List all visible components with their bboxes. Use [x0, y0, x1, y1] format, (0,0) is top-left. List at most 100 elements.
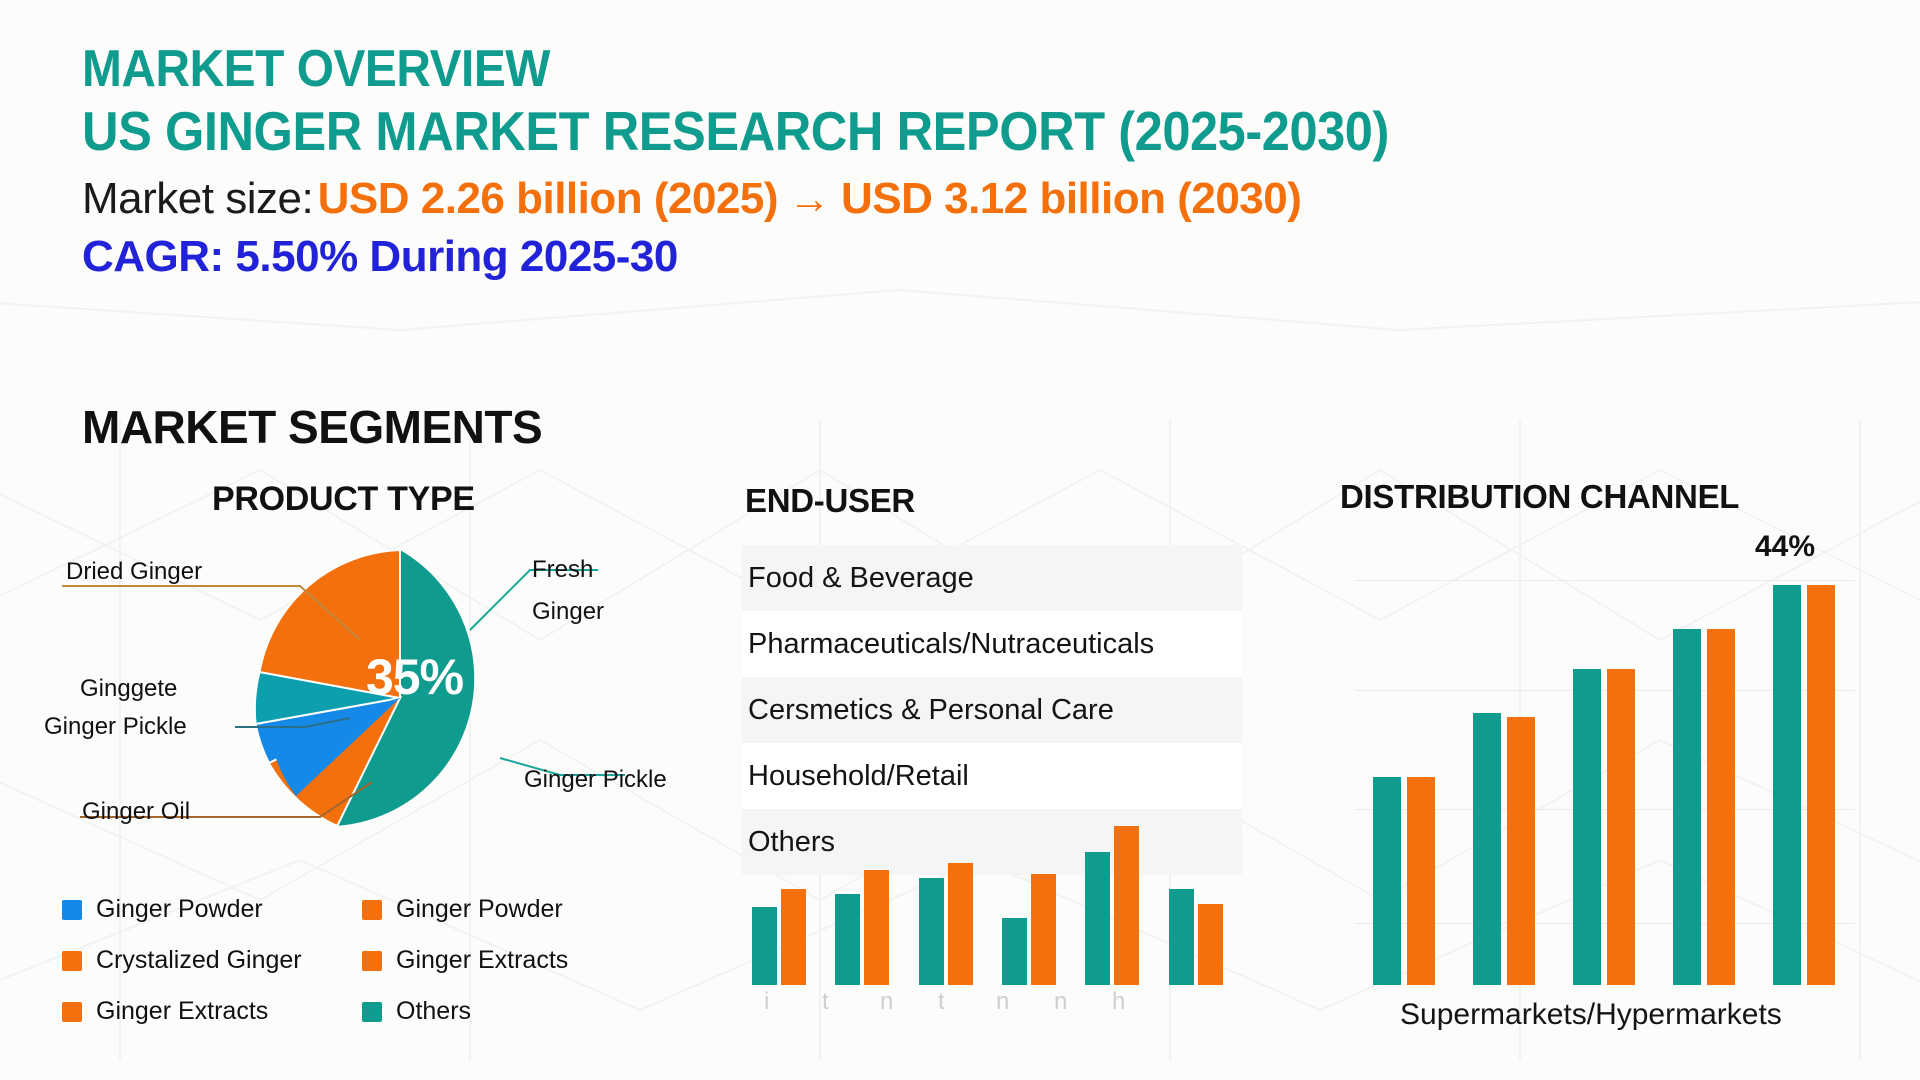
bar: [1197, 903, 1223, 985]
end-user-list: Food & Beverage Pharmaceuticals/Nutraceut…: [742, 545, 1242, 875]
bar: [1607, 669, 1635, 985]
bar-group: [918, 862, 973, 985]
overview-title: MARKET OVERVIEW: [82, 40, 551, 98]
market-size-line: Market size: USD 2.26 billion (2025) → U…: [82, 174, 1872, 224]
distribution-bar-chart: [1355, 545, 1855, 985]
axis-tick-label: t: [938, 988, 945, 1015]
pie-legend-item: Crystalized Ginger: [62, 946, 362, 975]
legend-swatch-icon: [62, 950, 82, 971]
bar: [835, 894, 861, 985]
end-user-list-item: Others: [742, 809, 1242, 875]
end-user-title: END-USER: [745, 482, 915, 519]
market-size-end: USD 3.12 billion (2030): [840, 174, 1302, 223]
bar-group: [752, 888, 806, 985]
pie-legend-item: Ginger Powder: [62, 895, 362, 924]
market-size-label: Market size:: [82, 174, 314, 223]
distribution-highlight-percentage: 44%: [1755, 530, 1816, 563]
pie-legend-label: Ginger Powder: [396, 895, 563, 923]
bar: [1407, 777, 1435, 985]
pie-label-fresh-line2: Ginger: [532, 598, 605, 625]
header-block: MARKET OVERVIEW US GINGER MARKET RESEARC…: [82, 40, 1872, 282]
bar-group: [1373, 777, 1435, 985]
bar-group: [1002, 874, 1056, 985]
pie-label-dried-ginger: Dried Ginger: [66, 558, 203, 585]
bar: [1807, 585, 1835, 985]
end-user-list-item: Pharmaceuticals/Nutraceuticals: [742, 611, 1242, 677]
bar: [1031, 874, 1056, 985]
cagr-line: CAGR: 5.50% During 2025-30: [82, 232, 678, 281]
bar: [1507, 717, 1535, 985]
bar: [1673, 629, 1701, 985]
pie-label-ginger-pickle-right: Ginger Pickle: [524, 766, 667, 793]
bar: [1773, 585, 1801, 985]
bar: [1473, 713, 1501, 985]
pie-legend-item: Ginger Extracts: [62, 997, 362, 1026]
bar-group: [1473, 713, 1535, 985]
distribution-x-axis-label: Supermarkets/Hypermarkets: [1400, 998, 1782, 1031]
bar: [864, 870, 890, 985]
bar: [752, 907, 777, 985]
bar: [1085, 851, 1111, 985]
pie-legend: Ginger Powder Ginger Powder Crystalized Gi…: [62, 895, 602, 1026]
pie-legend-label: Others: [396, 997, 472, 1025]
bar: [1373, 777, 1401, 985]
legend-swatch-icon: [362, 950, 382, 971]
report-title: US GINGER MARKET RESEARCH REPORT (2025-2…: [82, 100, 1389, 162]
distribution-channel-title: DISTRIBUTION CHANNEL: [1340, 478, 1740, 515]
grid-line: [1355, 690, 1855, 692]
pie-label-ginger-oil: Ginger Oil: [82, 798, 191, 825]
grid-line: [1355, 580, 1855, 582]
bar-group: [1673, 629, 1735, 985]
pie-legend-item: Others: [362, 997, 602, 1026]
axis-tick-label: t: [822, 988, 829, 1015]
axis-tick-label: n: [1054, 988, 1068, 1015]
bar: [918, 877, 944, 985]
legend-swatch-icon: [362, 899, 382, 920]
axis-tick-label: n: [880, 988, 894, 1015]
pie-legend-label: Crystalized Ginger: [96, 946, 302, 974]
product-type-title: PRODUCT TYPE: [212, 480, 475, 518]
bar: [1573, 669, 1601, 985]
pie-label-ginger-pickle-left: Ginger Pickle: [44, 713, 187, 740]
end-user-bar-chart: [742, 800, 1242, 985]
pie-legend-label: Ginger Extracts: [96, 997, 269, 1025]
legend-swatch-icon: [62, 1001, 82, 1022]
bar-group: [835, 870, 890, 985]
pie-legend-label: Ginger Extracts: [396, 946, 569, 974]
bar-group: [1773, 585, 1835, 985]
end-user-list-item: Food & Beverage: [742, 545, 1242, 611]
bar: [947, 862, 973, 985]
bar: [1114, 825, 1140, 985]
end-user-list-item: Household/Retail: [742, 743, 1242, 809]
bar: [1707, 629, 1735, 985]
pie-label-fresh-line1: Fresh: [532, 556, 594, 583]
end-user-label: Household/Retail: [748, 759, 969, 792]
end-user-label: Others: [748, 825, 836, 858]
legend-swatch-icon: [62, 899, 82, 920]
axis-tick-label: i: [764, 988, 770, 1015]
grid-line: [1355, 923, 1855, 925]
market-size-start: USD 2.26 billion (2025): [317, 174, 779, 223]
bar-group: [1168, 888, 1223, 985]
pie-inner-wedge: [270, 698, 400, 796]
axis-tick-label: h: [1112, 988, 1126, 1015]
pie-legend-item: Ginger Powder: [362, 895, 602, 924]
axis-tick-label: n: [996, 988, 1010, 1015]
bar: [1002, 918, 1027, 985]
bar: [1168, 888, 1194, 985]
bar-group: [1573, 669, 1635, 985]
grid-line: [1355, 809, 1855, 810]
end-user-label: Pharmaceuticals/Nutraceuticals: [748, 627, 1155, 660]
pie-legend-label: Ginger Powder: [96, 895, 263, 923]
bar: [781, 888, 806, 985]
end-user-label: Food & Beverage: [748, 561, 974, 594]
market-segments-title: MARKET SEGMENTS: [82, 401, 543, 453]
pie-legend-item: Ginger Extracts: [362, 946, 602, 975]
pie-label-ginggete: Ginggete: [80, 675, 178, 702]
end-user-label: Cersmetics & Personal Care: [748, 693, 1114, 726]
arrow-icon: →: [788, 175, 831, 222]
end-user-list-item: Cersmetics & Personal Care: [742, 677, 1242, 743]
pie-center-percentage: 35%: [366, 649, 464, 705]
